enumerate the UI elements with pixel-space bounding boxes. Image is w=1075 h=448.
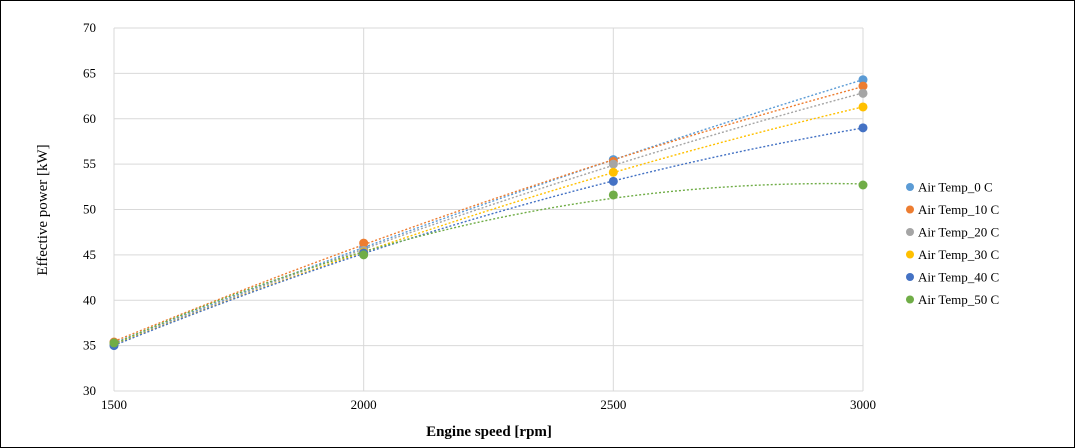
data-point [858, 75, 868, 85]
legend-marker [906, 183, 914, 191]
data-point [608, 159, 618, 169]
data-point [359, 250, 369, 260]
data-points [109, 75, 868, 351]
legend-label: Air Temp_50 C [918, 292, 999, 307]
legend-marker [906, 273, 914, 281]
trendline [113, 79, 864, 344]
legend-marker [906, 295, 914, 304]
trendline [113, 127, 864, 347]
data-point [858, 123, 868, 133]
x-tick-label: 3000 [850, 397, 876, 412]
trendline [113, 92, 864, 345]
y-tick-label: 35 [83, 338, 96, 353]
legend-label: Air Temp_30 C [918, 247, 999, 262]
data-point [359, 238, 369, 248]
trendlines [113, 79, 864, 347]
trendline [113, 106, 864, 346]
y-tick-label: 55 [83, 156, 96, 171]
legend-label: Air Temp_10 C [918, 202, 999, 217]
legend: Air Temp_0 C Air Temp_10 C Air Temp_20 C Ai… [906, 180, 999, 307]
data-point [608, 190, 618, 200]
data-point [858, 88, 868, 98]
data-point [858, 102, 868, 112]
data-point [858, 81, 868, 91]
x-tick-label: 2000 [351, 397, 377, 412]
x-tick-label: 1500 [101, 397, 127, 412]
trendline [113, 85, 864, 343]
data-point [608, 167, 618, 177]
data-point [608, 176, 618, 186]
y-tick-label: 30 [83, 383, 96, 398]
x-tick-label: 2500 [600, 397, 626, 412]
y-tick-label: 65 [83, 65, 96, 80]
data-point [858, 180, 868, 190]
legend-label: Air Temp_40 C [918, 270, 999, 285]
legend-label: Air Temp_20 C [918, 225, 999, 240]
y-tick-label: 45 [83, 247, 96, 262]
legend-marker [906, 205, 914, 214]
grid-lines [113, 27, 864, 392]
legend-marker [906, 228, 914, 236]
y-tick-labels: 30 35 40 45 50 55 60 65 70 [83, 20, 96, 398]
data-point [109, 338, 119, 348]
x-axis-title: Engine speed [rpm] [426, 424, 552, 440]
y-tick-label: 40 [83, 292, 96, 307]
y-tick-label: 70 [83, 20, 96, 35]
y-tick-label: 50 [83, 202, 96, 217]
y-axis-title: Effective power [kW] [35, 144, 51, 275]
legend-marker [906, 250, 914, 259]
y-tick-label: 60 [83, 111, 96, 126]
x-tick-labels: 1500 2000 2500 3000 [101, 397, 876, 412]
trendline [113, 182, 864, 345]
legend-label: Air Temp_0 C [918, 180, 993, 195]
